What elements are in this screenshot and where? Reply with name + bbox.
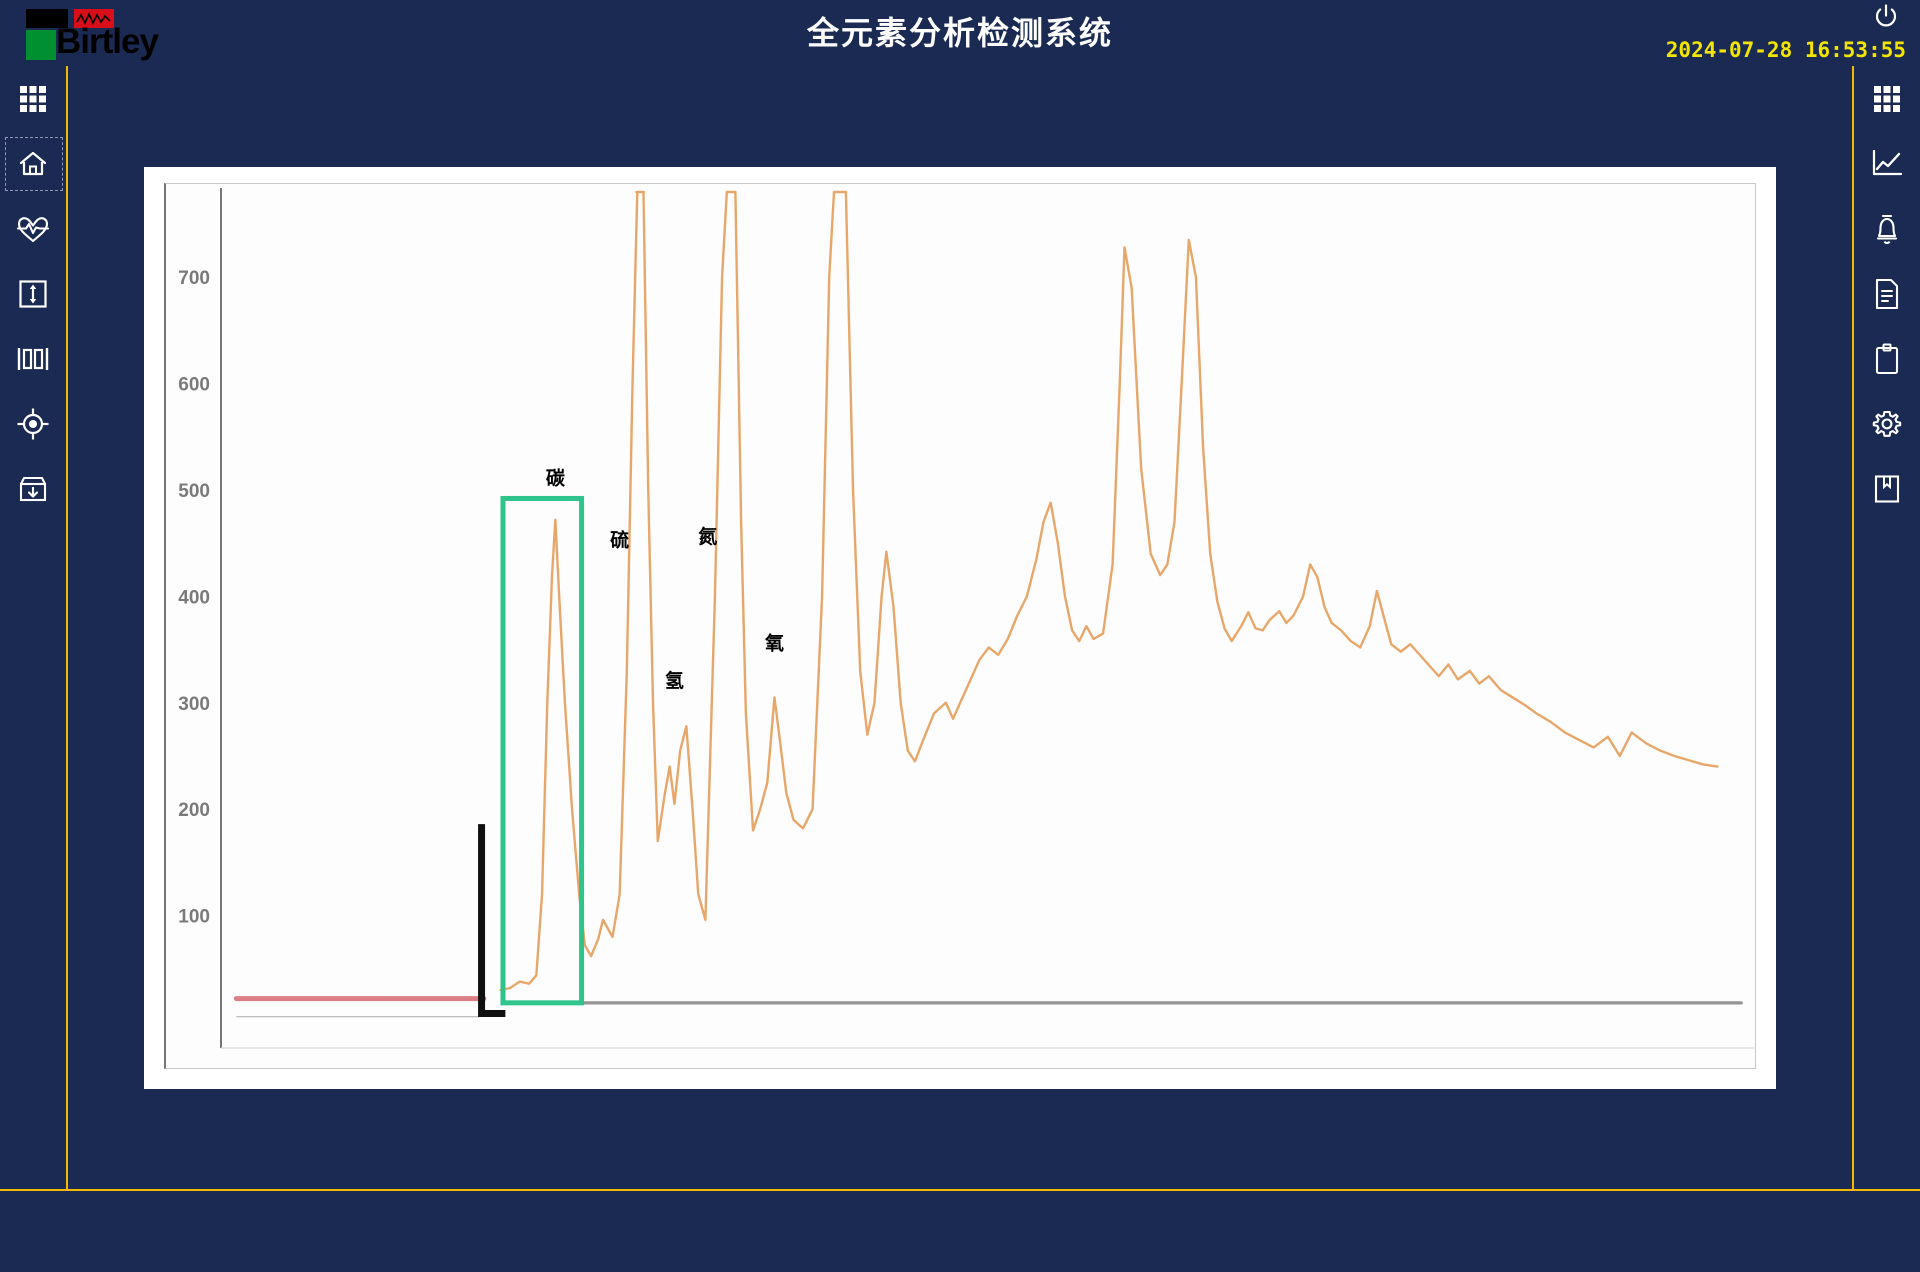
book-icon	[1873, 474, 1901, 504]
page-title: 全元素分析检测系统	[806, 14, 1113, 52]
sidebar-item-bell[interactable]	[1854, 196, 1920, 261]
logo-red-waveform-block	[74, 9, 114, 28]
home-icon	[17, 148, 49, 180]
spectrum-chart[interactable]: 1002003004005006007001234567891011121314…	[166, 184, 1756, 1069]
sidebar-item-target[interactable]	[0, 391, 66, 456]
gear-icon	[1871, 408, 1903, 440]
sidebar-item-pulse[interactable]	[0, 196, 66, 261]
line-chart-icon	[1871, 149, 1903, 179]
sidebar-item-calibrate[interactable]	[0, 261, 66, 326]
logo-wordmark: Birtley	[56, 22, 159, 61]
brand-logo: Birtley	[26, 5, 206, 61]
sidebar-item-grid-right[interactable]	[1854, 66, 1920, 131]
peak-label-1: 硫	[610, 528, 629, 551]
datetime-display: 2024-07-28 16:53:55	[1665, 38, 1906, 62]
peak-label-4: 氧	[765, 632, 784, 655]
y-tick-label: 100	[178, 907, 210, 928]
document-icon	[1874, 278, 1900, 310]
grid-icon	[18, 84, 48, 114]
bell-icon	[1873, 213, 1901, 245]
y-tick-label: 500	[178, 481, 210, 502]
calibrate-icon	[18, 279, 48, 309]
right-divider-rule	[1852, 66, 1854, 1190]
bottom-divider-rule	[0, 1189, 1920, 1191]
y-tick-label: 400	[178, 587, 210, 608]
chart-panel: 1002003004005006007001234567891011121314…	[144, 167, 1776, 1089]
app-header: Birtley 全元素分析检测系统 2024-07-28 16:53:55	[0, 0, 1920, 66]
archive-download-icon	[18, 475, 48, 503]
logo-green-block	[26, 30, 56, 60]
columns-icon	[17, 346, 49, 372]
peak-label-3: 氢	[665, 669, 684, 692]
sidebar-item-archive-download[interactable]	[0, 456, 66, 521]
left-sidebar	[0, 66, 66, 1190]
power-icon[interactable]	[1872, 2, 1900, 30]
peak-label-2: 氮	[698, 525, 717, 548]
sidebar-item-line-chart[interactable]	[1854, 131, 1920, 196]
y-tick-label: 300	[178, 694, 210, 715]
target-icon	[17, 408, 49, 440]
carbon-highlight-box[interactable]	[500, 495, 585, 1006]
y-tick-label: 700	[178, 268, 210, 289]
chart-plot-area[interactable]: 1002003004005006007001234567891011121314…	[164, 183, 1756, 1069]
sidebar-item-clipboard[interactable]	[1854, 326, 1920, 391]
pulse-icon	[16, 214, 50, 244]
sidebar-item-grid[interactable]	[0, 66, 66, 131]
signal-curve[interactable]	[499, 190, 1719, 992]
grid-icon	[1872, 84, 1902, 114]
range-marker-bracket[interactable]	[478, 824, 506, 1017]
right-sidebar	[1854, 66, 1920, 1190]
sidebar-item-gear[interactable]	[1854, 391, 1920, 456]
y-tick-label: 200	[178, 800, 210, 821]
y-tick-label: 600	[178, 375, 210, 396]
left-divider-rule	[66, 66, 68, 1190]
sidebar-item-document[interactable]	[1854, 261, 1920, 326]
sidebar-item-home[interactable]	[0, 131, 66, 196]
sidebar-item-book[interactable]	[1854, 456, 1920, 521]
logo-black-block	[26, 9, 68, 28]
peak-label-0: 碳	[546, 467, 566, 490]
clipboard-icon	[1874, 342, 1900, 375]
sidebar-item-columns[interactable]	[0, 326, 66, 391]
